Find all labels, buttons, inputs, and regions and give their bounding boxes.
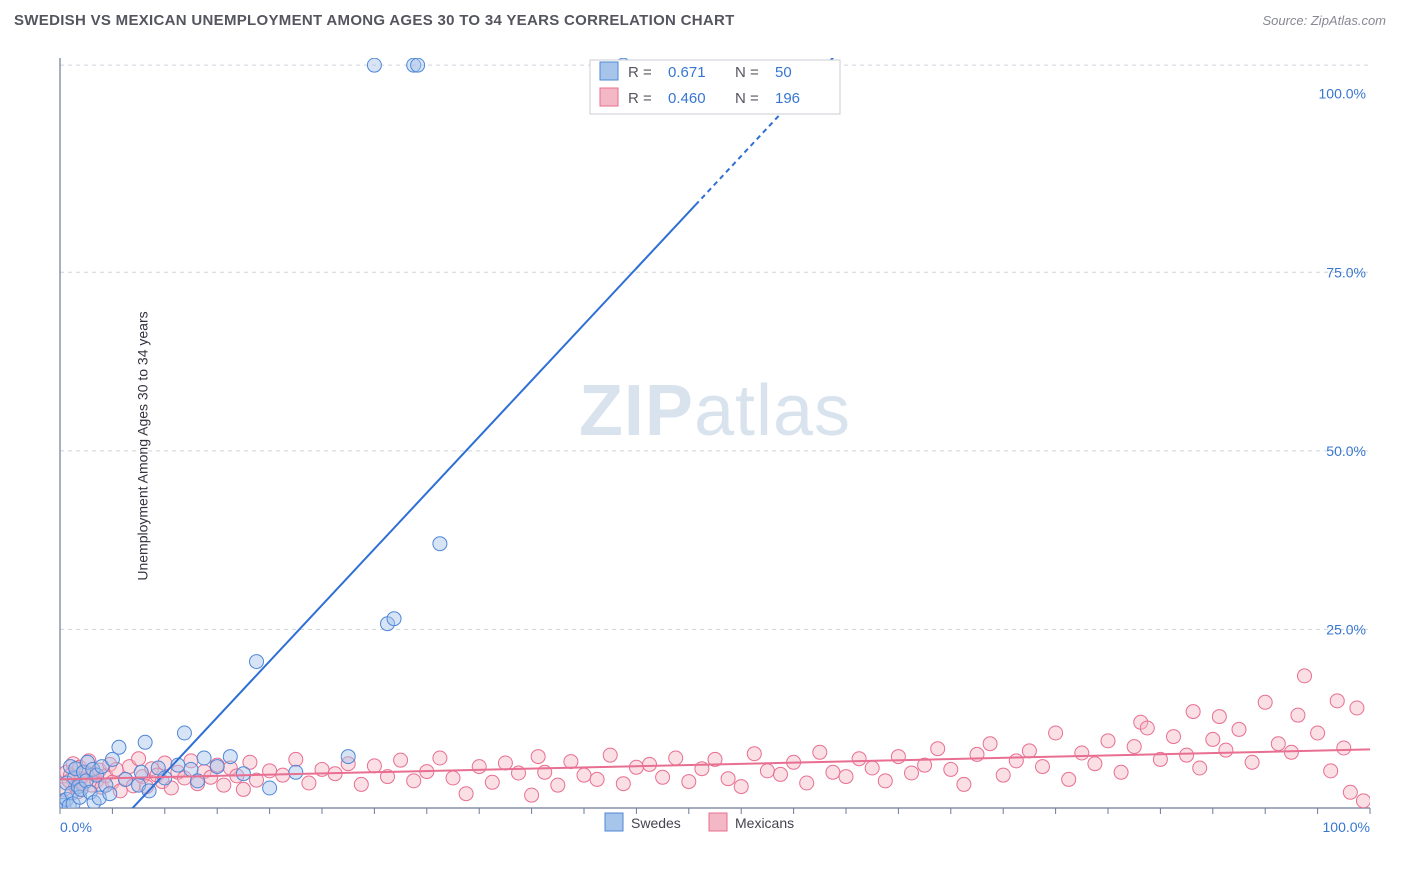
svg-text:100.0%: 100.0% [1323,819,1370,835]
svg-text:100.0%: 100.0% [1319,86,1366,102]
svg-text:25.0%: 25.0% [1326,621,1366,637]
svg-text:N =: N = [735,64,759,81]
source-attribution: Source: ZipAtlas.com [1262,13,1386,28]
svg-text:0.671: 0.671 [668,64,706,81]
svg-text:50.0%: 50.0% [1326,443,1366,459]
svg-text:75.0%: 75.0% [1326,264,1366,280]
svg-text:50: 50 [775,64,792,81]
svg-text:Mexicans: Mexicans [735,815,794,831]
svg-text:196: 196 [775,90,800,107]
chart-title: SWEDISH VS MEXICAN UNEMPLOYMENT AMONG AG… [14,12,735,29]
scatter-chart: 25.0% 50.0% 75.0% 100.0% 0.0% 100.0% R = 0.671 N… [50,48,1380,838]
svg-text:0.460: 0.460 [668,90,706,107]
svg-text:N =: N = [735,90,759,107]
svg-text:Swedes: Swedes [631,815,681,831]
svg-text:R =: R = [628,90,652,107]
svg-text:0.0%: 0.0% [60,819,92,835]
svg-text:R =: R = [628,64,652,81]
